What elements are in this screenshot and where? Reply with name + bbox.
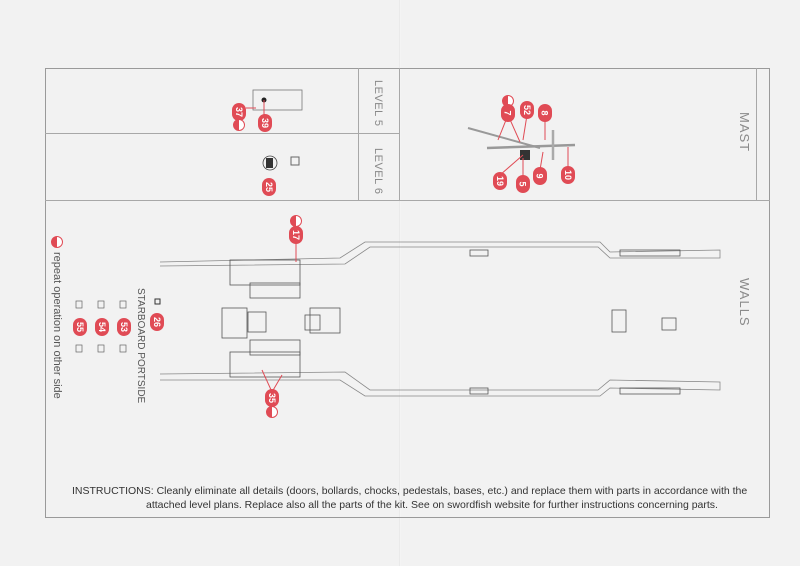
callout-35: 35 xyxy=(265,389,279,407)
callout-7: 7 xyxy=(501,104,515,122)
repeat-icon xyxy=(266,406,278,418)
instructions: INSTRUCTIONS: Cleanly eliminate all deta… xyxy=(72,484,762,512)
callout-17: 17 xyxy=(289,226,303,244)
section-divider xyxy=(45,200,770,201)
callout-39: 39 xyxy=(258,114,272,132)
callout-26: 26 xyxy=(150,313,164,331)
repeat-icon xyxy=(51,236,63,248)
callout-19: 19 xyxy=(493,172,507,190)
level-divider xyxy=(45,133,400,134)
callout-10: 10 xyxy=(561,166,575,184)
callout-25: 25 xyxy=(262,178,276,196)
repeat-note: repeat operation on other side xyxy=(51,252,63,399)
callout-52: 52 xyxy=(520,101,534,119)
starboard-portside-header: STARBOARD PORTSIDE xyxy=(135,288,146,404)
callout-54: 54 xyxy=(95,318,109,336)
callout-53: 53 xyxy=(117,318,131,336)
callout-9: 9 xyxy=(533,167,547,185)
instructions-line2: attached level plans. Replace also all t… xyxy=(146,499,718,511)
callout-55: 55 xyxy=(73,318,87,336)
callout-8: 8 xyxy=(538,104,552,122)
drawing-frame xyxy=(45,68,770,518)
callout-5: 5 xyxy=(516,175,530,193)
mast-label-divider xyxy=(756,68,757,200)
instructions-line1: INSTRUCTIONS: Cleanly eliminate all deta… xyxy=(72,485,748,497)
repeat-icon xyxy=(233,119,245,131)
page-fold xyxy=(399,0,401,566)
callout-37: 37 xyxy=(232,103,246,121)
mast-divider xyxy=(399,68,400,200)
level-label-divider xyxy=(358,68,359,200)
